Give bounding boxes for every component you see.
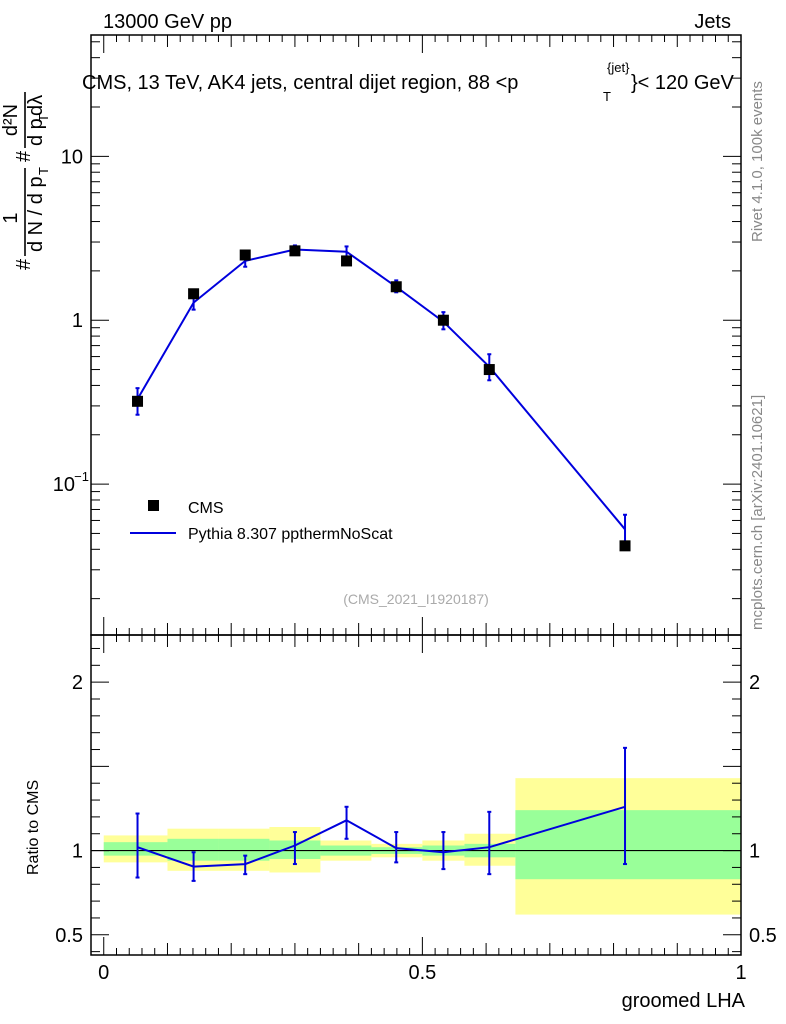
ylabel-one: 1 bbox=[0, 212, 22, 223]
x-tick-label: 0 bbox=[98, 962, 109, 984]
header-energy: 13000 GeV pp bbox=[103, 11, 232, 33]
main-cms-point bbox=[437, 314, 449, 326]
legend-pythia-label: Pythia 8.307 ppthermNoScat bbox=[188, 526, 393, 543]
ylabel-den2: d p bbox=[25, 118, 47, 146]
ratio-y-tick-label: 1 bbox=[72, 841, 83, 863]
main-cms-point bbox=[132, 395, 144, 407]
ratio-y-tick-label: 2 bbox=[72, 672, 83, 694]
main-y-tick-label: 10 −1 bbox=[53, 469, 89, 496]
plot-title: CMS, 13 TeV, AK4 jets, central dijet reg… bbox=[82, 60, 735, 104]
ylabel-numerator: d²N bbox=[0, 104, 22, 136]
main-frame bbox=[90, 34, 742, 636]
header-category: Jets bbox=[694, 11, 731, 33]
main-cms-point bbox=[289, 245, 301, 257]
main-y-tick-label-base: 10 bbox=[53, 474, 75, 496]
main-cms-point bbox=[390, 281, 402, 293]
main-cms-point bbox=[188, 288, 200, 300]
analysis-id: (CMS_2021_I1920187) bbox=[343, 591, 489, 607]
main-y-axis-label: # 1 d N / d p T # d²N d p T dλ bbox=[0, 92, 51, 270]
ratio-panel: 0.5 0.51 12 20 0.5 1 bbox=[55, 634, 777, 984]
x-axis-label: groomed LHA bbox=[622, 990, 746, 1012]
plot-title-main: CMS, 13 TeV, AK4 jets, central dijet reg… bbox=[82, 72, 518, 94]
legend-cms-marker bbox=[148, 500, 159, 511]
main-cms-point bbox=[239, 249, 251, 261]
ylabel-den2-sub: T bbox=[36, 114, 51, 122]
ylabel-denominator-sub: T bbox=[36, 167, 51, 175]
x-tick-label: 0.5 bbox=[408, 962, 436, 984]
legend: CMS Pythia 8.307 ppthermNoScat bbox=[130, 500, 393, 543]
main-pythia-line bbox=[136, 248, 626, 530]
ratio-y-axis-label: Ratio to CMS bbox=[25, 780, 42, 875]
ratio-band-inner bbox=[218, 838, 270, 861]
side-mcplots-info: mcplots.cern.ch [arXiv:2401.10621] bbox=[749, 395, 766, 630]
legend-cms-label: CMS bbox=[188, 500, 224, 517]
main-cms-point bbox=[619, 540, 631, 552]
main-y-tick-label-base: 1 bbox=[72, 310, 83, 332]
ylabel-denominator: d N / d p bbox=[25, 176, 47, 252]
ylabel-hash-2: # bbox=[13, 150, 35, 162]
main-y-tick-label-base: 10 bbox=[61, 146, 83, 168]
ratio-y-tick-label: 0.5 bbox=[55, 925, 83, 947]
main-cms-point bbox=[483, 364, 495, 376]
plot-title-sup: {jet} bbox=[607, 60, 630, 75]
ratio-y-tick-label-right: 0.5 bbox=[749, 925, 777, 947]
main-y-tick-label: 1 bbox=[72, 310, 83, 332]
ratio-frame bbox=[90, 634, 742, 956]
main-y-tick-label-exp: −1 bbox=[74, 469, 89, 484]
side-rivet-info: Rivet 4.1.0, 100k events bbox=[749, 81, 766, 242]
ratio-band-inner bbox=[167, 838, 219, 861]
ratio-y-tick-label-right: 1 bbox=[749, 841, 760, 863]
plot-title-end: }< 120 GeV bbox=[631, 72, 735, 94]
ratio-band-inner bbox=[515, 810, 741, 880]
ylabel-hash-1: # bbox=[13, 258, 35, 270]
main-cms-point bbox=[341, 255, 353, 267]
ratio-y-tick-label-right: 2 bbox=[749, 672, 760, 694]
plot-title-sub: T bbox=[603, 89, 611, 104]
ylabel-den2-end: dλ bbox=[25, 95, 47, 116]
x-tick-label: 1 bbox=[735, 962, 746, 984]
main-y-tick-label: 10 bbox=[61, 146, 83, 168]
